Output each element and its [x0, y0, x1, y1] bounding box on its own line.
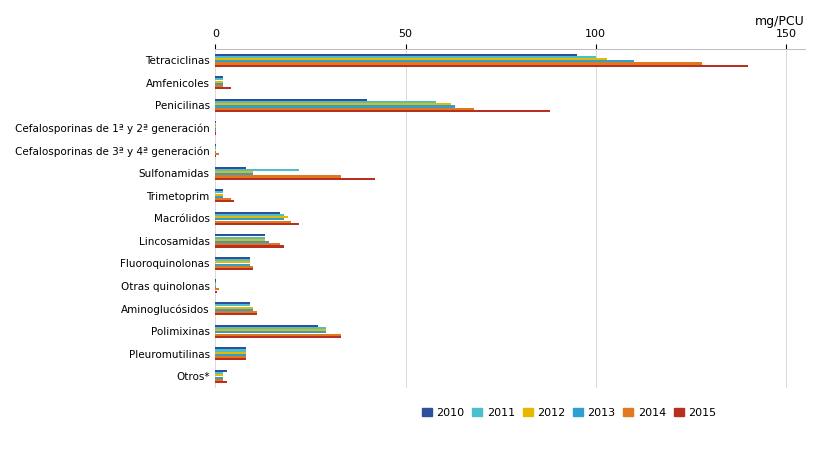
- Bar: [215, 354, 246, 356]
- Bar: [215, 336, 341, 338]
- Bar: [215, 221, 291, 223]
- Bar: [215, 128, 216, 130]
- Bar: [215, 169, 299, 171]
- Bar: [215, 290, 217, 293]
- Bar: [215, 289, 219, 290]
- Bar: [215, 76, 223, 78]
- Bar: [215, 151, 216, 153]
- Bar: [215, 356, 246, 358]
- Bar: [215, 132, 216, 135]
- Bar: [215, 268, 253, 270]
- Bar: [215, 259, 249, 261]
- Bar: [215, 279, 216, 282]
- Bar: [215, 85, 223, 87]
- Bar: [215, 311, 257, 313]
- Bar: [215, 236, 265, 239]
- Bar: [215, 101, 436, 103]
- Bar: [215, 99, 367, 101]
- Bar: [215, 307, 253, 308]
- Bar: [215, 245, 283, 248]
- Bar: [215, 78, 223, 81]
- Bar: [215, 219, 283, 220]
- Bar: [215, 381, 226, 383]
- X-axis label: mg/PCU: mg/PCU: [754, 15, 804, 28]
- Bar: [215, 146, 216, 148]
- Bar: [215, 60, 633, 62]
- Bar: [215, 214, 283, 216]
- Bar: [215, 261, 249, 263]
- Bar: [215, 304, 249, 307]
- Bar: [215, 282, 216, 284]
- Bar: [215, 370, 226, 372]
- Bar: [215, 349, 246, 352]
- Bar: [215, 234, 265, 236]
- Bar: [215, 241, 269, 243]
- Bar: [215, 358, 246, 361]
- Bar: [215, 166, 246, 169]
- Bar: [215, 173, 253, 175]
- Bar: [215, 302, 249, 304]
- Bar: [215, 372, 223, 374]
- Bar: [215, 331, 325, 333]
- Bar: [215, 352, 246, 354]
- Bar: [215, 103, 450, 105]
- Bar: [215, 176, 341, 177]
- Bar: [215, 379, 223, 381]
- Bar: [215, 286, 216, 288]
- Bar: [215, 65, 747, 67]
- Bar: [215, 126, 216, 128]
- Bar: [215, 56, 595, 58]
- Bar: [215, 144, 216, 146]
- Bar: [215, 107, 473, 110]
- Bar: [215, 347, 246, 349]
- Bar: [215, 130, 216, 132]
- Bar: [215, 284, 216, 286]
- Bar: [215, 264, 249, 266]
- Bar: [215, 124, 216, 126]
- Bar: [215, 239, 265, 241]
- Bar: [215, 309, 253, 311]
- Bar: [215, 53, 576, 56]
- Bar: [215, 189, 223, 191]
- Bar: [215, 177, 374, 180]
- Bar: [215, 198, 230, 200]
- Bar: [215, 191, 223, 194]
- Bar: [215, 87, 230, 89]
- Legend: 2010, 2011, 2012, 2013, 2014, 2015: 2010, 2011, 2012, 2013, 2014, 2015: [417, 403, 720, 422]
- Bar: [215, 243, 279, 245]
- Bar: [215, 334, 341, 336]
- Bar: [215, 266, 253, 268]
- Bar: [215, 216, 287, 218]
- Bar: [215, 313, 257, 315]
- Bar: [215, 62, 701, 65]
- Bar: [215, 196, 223, 198]
- Bar: [215, 153, 219, 155]
- Bar: [215, 223, 299, 225]
- Bar: [215, 110, 550, 112]
- Bar: [215, 171, 253, 173]
- Bar: [215, 121, 216, 124]
- Bar: [215, 325, 318, 327]
- Bar: [215, 329, 325, 331]
- Bar: [215, 377, 223, 378]
- Bar: [215, 327, 325, 329]
- Bar: [215, 200, 234, 202]
- Bar: [215, 257, 249, 259]
- Bar: [215, 212, 279, 214]
- Bar: [215, 81, 223, 83]
- Bar: [215, 155, 216, 157]
- Bar: [215, 374, 223, 376]
- Bar: [215, 83, 223, 85]
- Bar: [215, 106, 455, 107]
- Bar: [215, 58, 606, 60]
- Bar: [215, 148, 216, 150]
- Bar: [215, 194, 223, 195]
